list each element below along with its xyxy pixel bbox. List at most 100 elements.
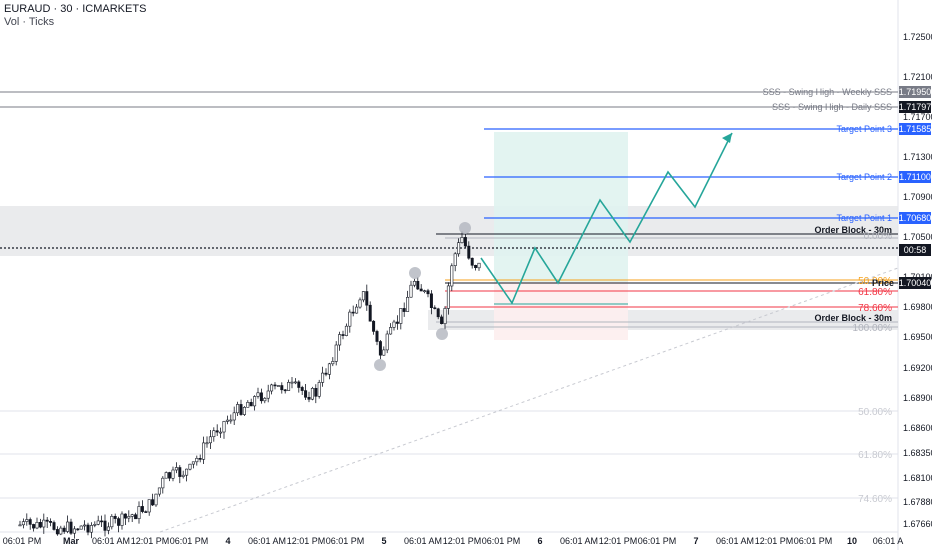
order-block-top-label: Order Block - 30m <box>814 225 892 235</box>
candle-body <box>198 457 202 460</box>
candle-body <box>266 390 270 399</box>
fib-lower-618-label: 61.80% <box>858 450 892 461</box>
candle-body <box>42 519 46 528</box>
candle-body <box>154 493 158 506</box>
candle-body <box>412 280 416 286</box>
time-tick-label: 06:01 PM <box>3 536 42 546</box>
candle-body <box>69 521 73 534</box>
candle-body <box>147 499 151 513</box>
time-tick-label: 06:01 PM <box>482 536 521 546</box>
candle-body <box>76 528 80 531</box>
candle-body <box>253 396 257 407</box>
candle-body <box>378 341 382 356</box>
candle-body <box>324 372 328 375</box>
time-tick-label: 06:01 A <box>873 536 904 546</box>
candle-body <box>446 285 450 309</box>
fib-upper-618-label: 61.80% <box>858 287 892 298</box>
candle-body <box>242 406 246 415</box>
candle-body <box>259 392 263 402</box>
candle-body <box>222 421 226 433</box>
swing-low-marker <box>374 359 386 371</box>
candle-body <box>144 511 148 513</box>
candle-body <box>151 499 155 506</box>
fib-upper-0-label: 0.00% <box>864 231 892 242</box>
candle-body <box>127 516 131 519</box>
candle-body <box>474 264 478 268</box>
badge-countdown-text: 00:58 <box>904 245 927 255</box>
candle-body <box>392 321 396 328</box>
candle-body <box>429 293 433 308</box>
candle-body <box>300 387 304 391</box>
candle-body <box>368 304 372 322</box>
candle-body <box>246 401 250 408</box>
candle-body <box>164 472 168 479</box>
price-tick-label: 1.71700 <box>903 112 932 122</box>
candle-body <box>467 245 471 259</box>
candle-body <box>338 334 342 346</box>
order-block-bottom-label: Order Block - 30m <box>814 313 892 323</box>
candle-body <box>168 472 172 479</box>
price-tick-label: 1.68600 <box>903 423 932 433</box>
candle-body <box>317 382 321 397</box>
projection-arrow-head <box>722 133 732 143</box>
badge-price-text: 1.70040 <box>899 278 932 288</box>
candle-body <box>28 519 32 525</box>
candle-body <box>314 387 318 397</box>
badge-tp3 <box>899 123 931 135</box>
candle-body <box>161 477 165 489</box>
candle-body <box>25 519 29 522</box>
time-tick-label: 4 <box>225 536 230 546</box>
fib-upper-786-label: 78.60% <box>858 303 892 314</box>
candle-body <box>113 515 117 519</box>
candlestick-series[interactable] <box>18 231 481 539</box>
candle-body <box>171 469 175 479</box>
price-tick-label: 1.72500 <box>903 32 932 42</box>
candle-body <box>55 529 59 535</box>
candle-body <box>191 461 195 465</box>
candle-body <box>307 396 311 400</box>
candle-body <box>89 525 93 533</box>
candle-body <box>157 487 161 495</box>
target-point-1-label: Target Point 1 <box>836 213 892 223</box>
candle-body <box>212 430 216 438</box>
time-tick-label: 10 <box>847 536 857 546</box>
candle-body <box>273 384 277 387</box>
candle-body <box>385 333 389 351</box>
candle-body <box>290 381 294 384</box>
time-tick-label: 06:01 AM <box>404 536 442 546</box>
candle-body <box>406 296 410 312</box>
badge-tp1-text: 1.70680 <box>899 213 932 223</box>
candle-body <box>215 430 219 433</box>
time-tick-label: 06:01 AM <box>92 536 130 546</box>
badge-countdown <box>899 244 931 256</box>
symbol-title[interactable]: EURAUD · 30 · ICMARKETS <box>4 3 147 15</box>
volume-indicator-label[interactable]: Vol · Ticks <box>4 16 55 28</box>
target-point-2-label: Target Point 2 <box>836 172 892 182</box>
candle-body <box>52 522 56 530</box>
badge-weekly-text: 1.71950 <box>899 87 932 97</box>
time-tick-label: 12:01 PM <box>443 536 482 546</box>
time-tick-label: 06:01 AM <box>560 536 598 546</box>
candle-body <box>263 397 267 402</box>
candle-body <box>440 316 444 324</box>
trend-line[interactable] <box>159 267 899 533</box>
candle-body <box>358 299 362 308</box>
candle-body <box>123 513 127 519</box>
sss-daily-label: SSS - Swing High - Daily SSS <box>772 102 892 112</box>
candle-body <box>35 521 39 529</box>
time-tick-label: 6 <box>537 536 542 546</box>
swing-low-marker-2 <box>436 328 448 340</box>
time-tick-label: 12:01 PM <box>131 536 170 546</box>
candle-body <box>38 521 42 528</box>
candle-body <box>460 237 464 243</box>
candle-body <box>283 389 287 392</box>
price-axis-ticks: 1.72500 1.72100 1.71700 1.71300 1.70900 1.705… <box>903 32 932 529</box>
candle-body <box>293 381 297 384</box>
candle-body <box>297 381 301 388</box>
candle-body <box>395 321 399 324</box>
price-tick-label: 1.69200 <box>903 363 932 373</box>
projection-path[interactable] <box>480 132 733 305</box>
candle-body <box>399 308 403 324</box>
